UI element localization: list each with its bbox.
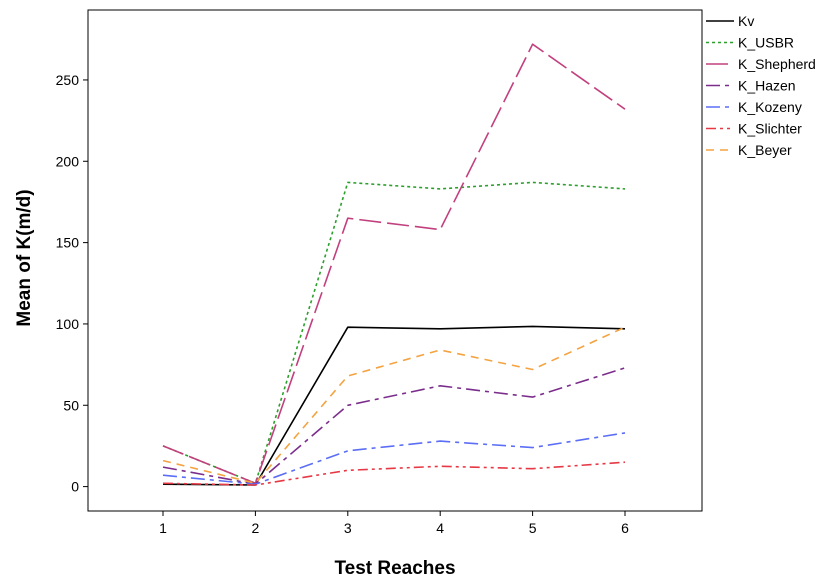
legend-label: Kv <box>738 13 754 29</box>
y-tick-label: 250 <box>56 72 80 88</box>
series-lines <box>162 43 626 486</box>
x-tick-label: 3 <box>344 520 352 536</box>
legend: Kv K_USBR K_Shepherd K_Hazen K_Kozeny K_Slich… <box>706 13 816 158</box>
x-tick-label: 6 <box>621 520 629 536</box>
x-tick-label: 2 <box>252 520 260 536</box>
y-axis: 0 50 100 150 200 250 <box>56 72 88 495</box>
legend-label: K_Beyer <box>738 142 792 158</box>
series-line-k-beyer <box>162 326 626 485</box>
y-tick-label: 150 <box>56 235 80 251</box>
y-tick-label: 200 <box>56 153 80 169</box>
x-tick-label: 4 <box>436 520 444 536</box>
series-line-k-kozeny <box>162 432 626 486</box>
series-line-k-slichter <box>162 461 626 486</box>
legend-label: K_Hazen <box>738 78 796 94</box>
legend-label: K_Shepherd <box>738 56 816 72</box>
y-tick-label: 100 <box>56 316 80 332</box>
x-axis-title: Test Reaches <box>334 558 455 579</box>
legend-label: K_Slichter <box>738 121 802 137</box>
series-line-k-shepherd <box>162 43 626 485</box>
series-line-k-usbr <box>162 181 626 485</box>
plot-frame <box>87 9 703 512</box>
y-axis-title: Mean of K(m/d) <box>14 189 35 326</box>
y-tick-label: 50 <box>63 397 79 413</box>
y-tick-label: 0 <box>71 479 79 495</box>
series-line-kv <box>162 325 626 486</box>
legend-label: K_USBR <box>738 35 794 51</box>
series-line-k-hazen <box>162 367 626 486</box>
legend-label: K_Kozeny <box>738 99 802 115</box>
x-tick-label: 1 <box>159 520 167 536</box>
x-tick-label: 5 <box>529 520 537 536</box>
x-axis: 1 2 3 4 5 6 <box>159 511 629 536</box>
